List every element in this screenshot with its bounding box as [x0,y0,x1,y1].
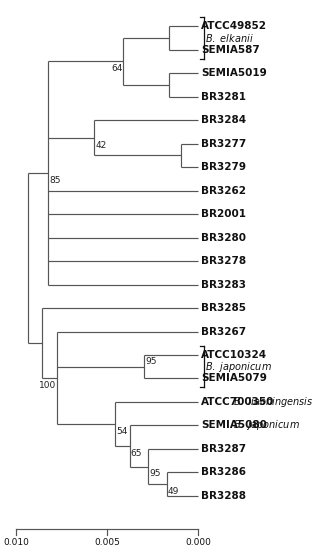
Text: 100: 100 [39,380,56,390]
Text: BR3262: BR3262 [201,185,246,195]
Text: 0.000: 0.000 [185,538,211,547]
Text: BR3285: BR3285 [201,303,246,313]
Text: 49: 49 [168,487,179,496]
Text: BR3277: BR3277 [201,139,246,148]
Text: BR3281: BR3281 [201,92,246,102]
Text: SEMIA5079: SEMIA5079 [201,374,267,384]
Text: 64: 64 [111,64,122,73]
Text: 95: 95 [149,469,161,479]
Text: BR3278: BR3278 [201,256,246,266]
Text: BR3287: BR3287 [201,444,246,454]
Text: BR3279: BR3279 [201,162,246,172]
Text: ATCC700350: ATCC700350 [201,397,275,407]
Text: 0.010: 0.010 [3,538,29,547]
Text: $\it{B.\ japonicum}$: $\it{B.\ japonicum}$ [233,418,300,432]
Text: $\it{B.\ elkanii}$: $\it{B.\ elkanii}$ [205,32,254,44]
Text: BR3267: BR3267 [201,327,246,337]
Text: 65: 65 [131,449,142,458]
Text: 0.005: 0.005 [94,538,120,547]
Text: 95: 95 [145,357,157,365]
Text: BR3286: BR3286 [201,468,246,477]
Text: SEMIA5019: SEMIA5019 [201,68,267,78]
Text: BR3280: BR3280 [201,232,246,242]
Text: ATCC49852: ATCC49852 [201,22,267,31]
Text: BR3283: BR3283 [201,279,246,290]
Text: BR3284: BR3284 [201,115,246,125]
Text: $\it{B.\ liaoningensis}$: $\it{B.\ liaoningensis}$ [233,395,314,409]
Text: ATCC10324: ATCC10324 [201,350,267,360]
Text: $\it{B.\ japonicum}$: $\it{B.\ japonicum}$ [205,360,272,374]
Text: SEMIA5080: SEMIA5080 [201,421,267,431]
Text: 42: 42 [95,141,107,150]
Text: BR3288: BR3288 [201,491,246,501]
Text: 85: 85 [49,176,61,185]
Text: SEMIA587: SEMIA587 [201,45,260,55]
Text: BR2001: BR2001 [201,209,246,219]
Text: 54: 54 [116,427,127,436]
